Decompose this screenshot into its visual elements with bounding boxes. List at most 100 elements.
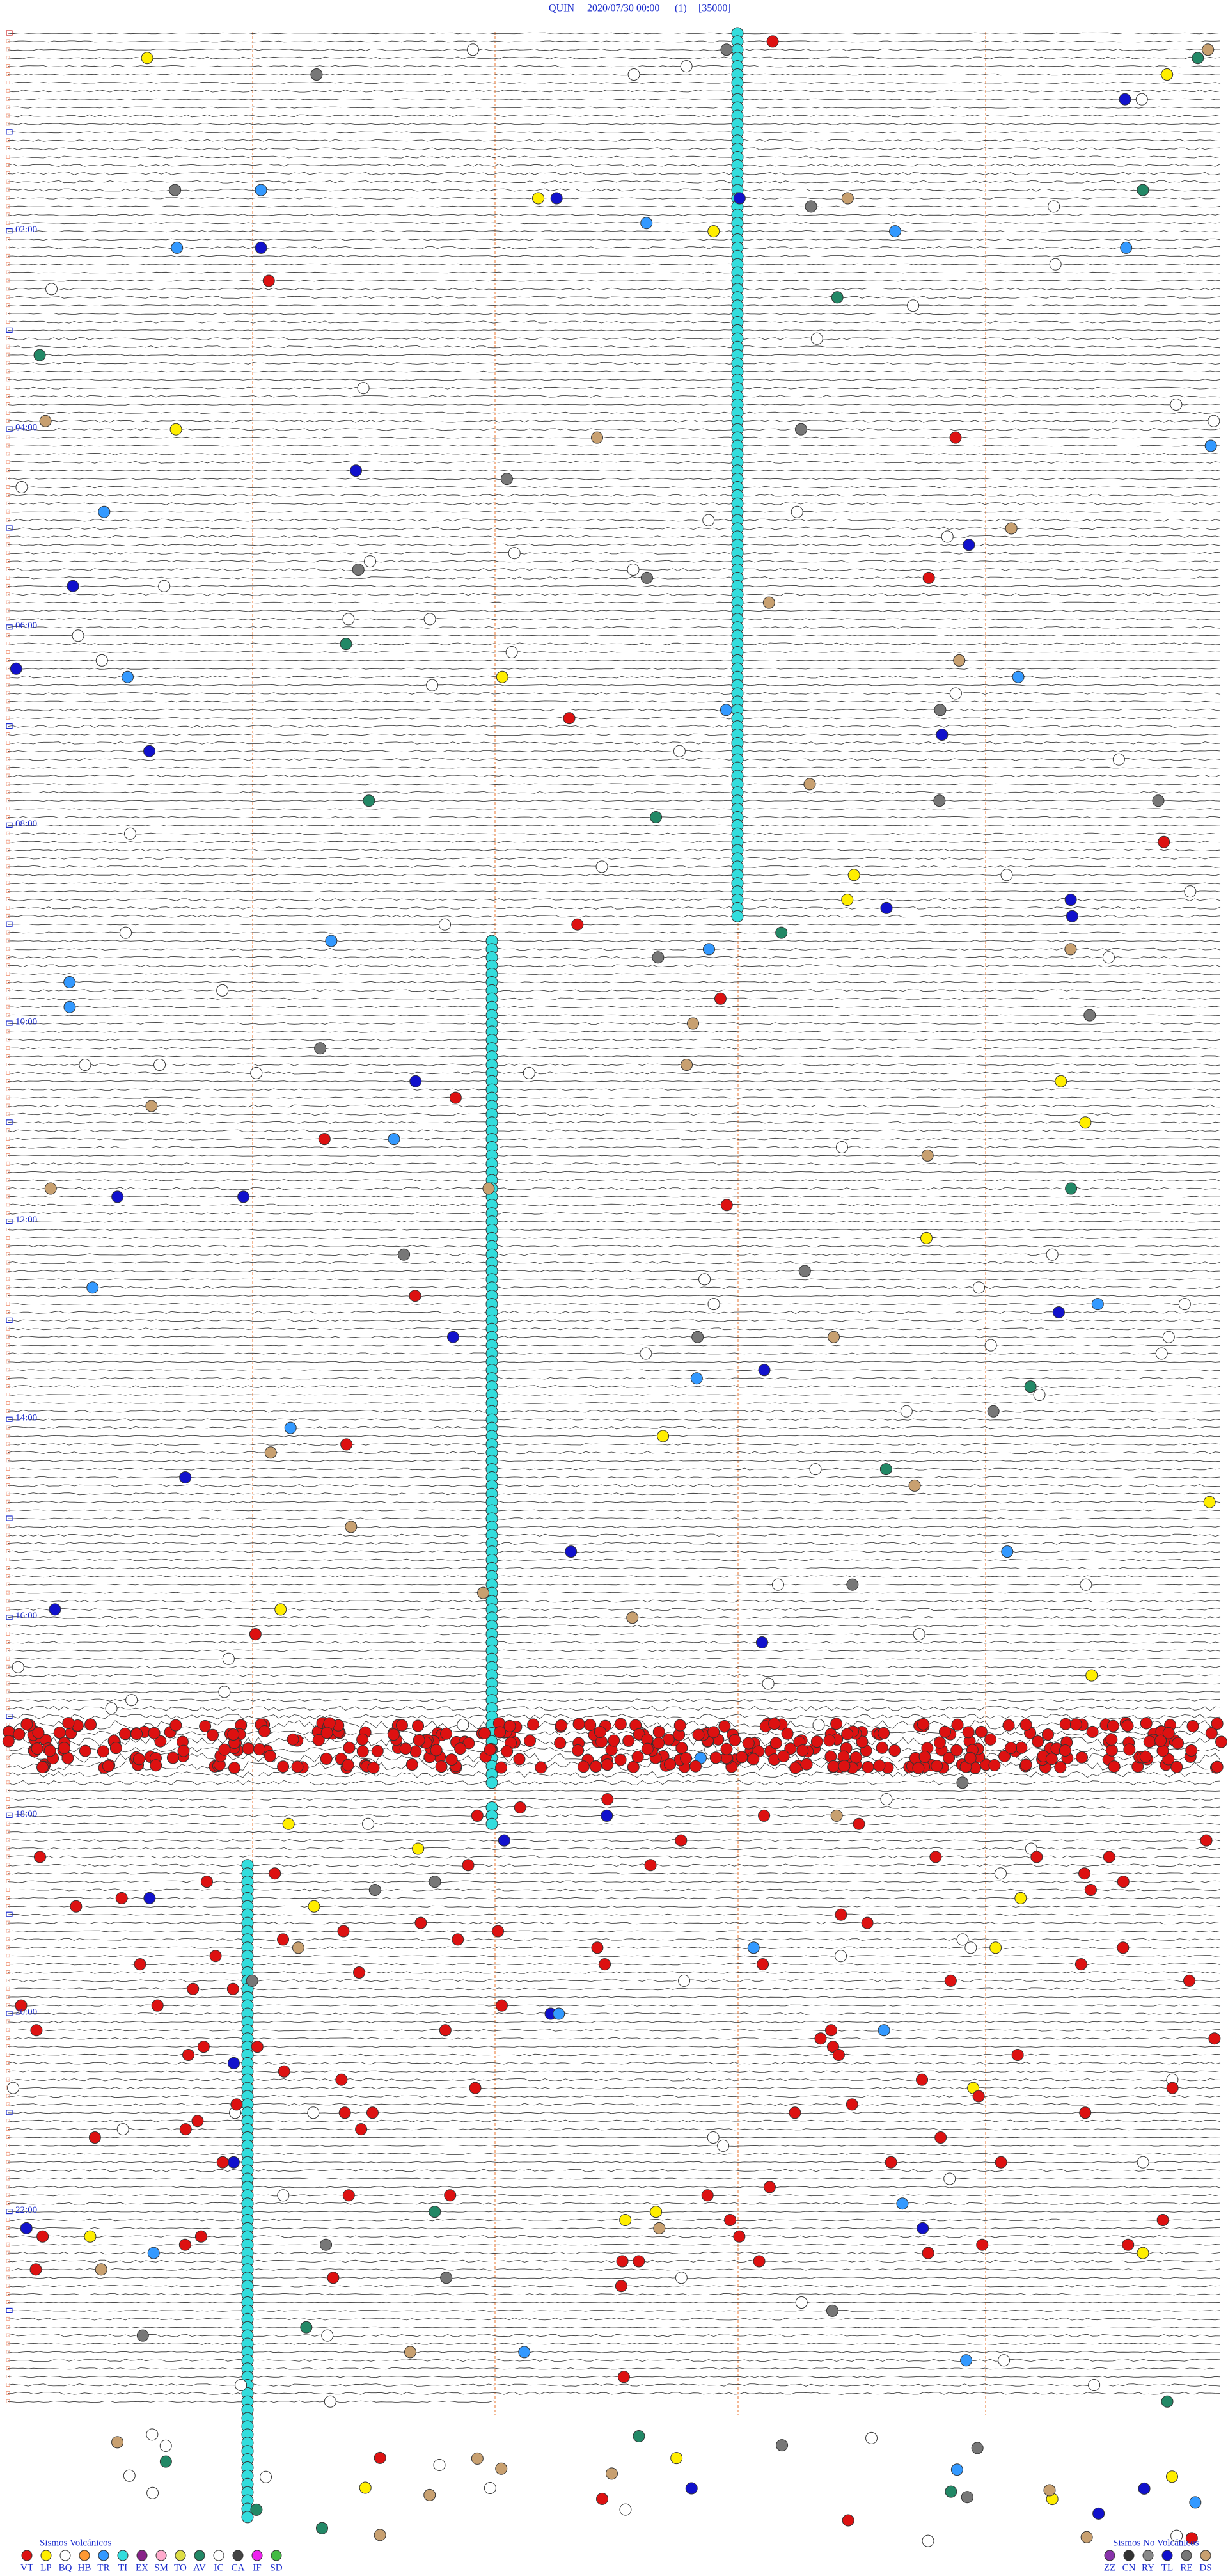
trace bbox=[7, 1187, 1221, 1190]
event bbox=[664, 1758, 677, 1771]
event bbox=[590, 1760, 602, 1773]
row-marker bbox=[6, 1904, 10, 1908]
trace bbox=[7, 2137, 1221, 2138]
event bbox=[1123, 1743, 1136, 1756]
row-marker bbox=[6, 988, 10, 992]
event bbox=[505, 646, 518, 658]
event bbox=[278, 2065, 290, 2078]
event bbox=[199, 1720, 212, 1733]
trace bbox=[7, 287, 1221, 290]
row-marker bbox=[6, 1302, 10, 1306]
event bbox=[675, 2272, 688, 2284]
row-marker bbox=[6, 39, 10, 43]
row-marker bbox=[6, 443, 10, 448]
time-label: 14:00 bbox=[15, 1413, 37, 1423]
row-marker bbox=[6, 831, 10, 835]
trace bbox=[7, 1714, 1221, 1720]
event bbox=[975, 1725, 988, 1738]
event bbox=[685, 2482, 698, 2495]
event bbox=[274, 1603, 287, 1616]
row-marker bbox=[6, 113, 10, 118]
trace bbox=[7, 1344, 1220, 1347]
event bbox=[596, 2492, 609, 2505]
event bbox=[1103, 1851, 1115, 1863]
event bbox=[879, 1463, 892, 1476]
event bbox=[934, 704, 947, 716]
event bbox=[524, 1735, 537, 1748]
legend-swatch bbox=[59, 2550, 71, 2561]
event bbox=[601, 1758, 614, 1771]
event bbox=[314, 1042, 327, 1055]
trace bbox=[7, 1467, 1221, 1471]
event bbox=[364, 555, 377, 568]
legend-swatch bbox=[213, 2550, 224, 2561]
event bbox=[118, 1727, 131, 1740]
event bbox=[32, 1727, 45, 1739]
event bbox=[1120, 241, 1133, 254]
event bbox=[810, 332, 823, 345]
row-marker bbox=[6, 303, 10, 308]
row-marker bbox=[6, 1698, 10, 1702]
trace bbox=[7, 1665, 1221, 1669]
event bbox=[404, 2346, 416, 2359]
event bbox=[148, 1727, 161, 1739]
row-marker bbox=[6, 509, 10, 514]
event bbox=[1030, 1851, 1043, 1863]
event bbox=[571, 918, 584, 931]
trace bbox=[7, 1229, 1221, 1231]
station: QUIN bbox=[549, 3, 574, 14]
time-label: 16:00 bbox=[15, 1611, 37, 1621]
trace bbox=[7, 1930, 1221, 1932]
row-marker bbox=[6, 1590, 10, 1595]
trace bbox=[7, 2211, 1221, 2213]
event bbox=[941, 530, 954, 543]
trace bbox=[7, 2078, 1221, 2082]
event bbox=[849, 1751, 862, 1764]
event bbox=[1185, 2532, 1198, 2545]
row-marker bbox=[6, 1599, 10, 1603]
event bbox=[1033, 1389, 1046, 1401]
trace bbox=[7, 1088, 1221, 1091]
row-marker bbox=[6, 1071, 10, 1075]
event bbox=[835, 1908, 847, 1921]
event bbox=[508, 547, 521, 560]
row-marker bbox=[6, 873, 10, 877]
event bbox=[995, 2156, 1007, 2169]
trace bbox=[7, 370, 1221, 373]
event bbox=[226, 1982, 239, 1995]
legend-label: BQ bbox=[59, 2563, 72, 2573]
event bbox=[353, 1966, 366, 1979]
event bbox=[601, 1793, 614, 1806]
trace bbox=[7, 1418, 1221, 1421]
event bbox=[246, 1974, 258, 1987]
event bbox=[454, 1742, 467, 1755]
row-marker bbox=[6, 1533, 10, 1537]
event bbox=[500, 473, 513, 486]
legend-swatch bbox=[1181, 2550, 1192, 2561]
event bbox=[325, 935, 338, 947]
row-marker bbox=[6, 320, 10, 324]
trace bbox=[7, 461, 1221, 464]
row-marker bbox=[6, 138, 10, 143]
event bbox=[720, 43, 733, 56]
event bbox=[943, 1751, 956, 1764]
row-marker bbox=[6, 707, 10, 712]
trace bbox=[7, 1278, 1221, 1281]
event bbox=[315, 2522, 328, 2534]
trace bbox=[7, 106, 1221, 109]
row-marker bbox=[6, 567, 10, 571]
trace bbox=[7, 1517, 1221, 1520]
event bbox=[918, 1750, 931, 1763]
event bbox=[565, 1545, 578, 1558]
event bbox=[308, 1900, 320, 1913]
event bbox=[44, 1182, 57, 1195]
event bbox=[1092, 2507, 1105, 2520]
event bbox=[485, 1776, 498, 1789]
row-marker bbox=[6, 1145, 10, 1149]
trace bbox=[7, 1780, 1221, 1785]
event bbox=[1048, 200, 1060, 213]
event bbox=[227, 2156, 240, 2169]
row-marker bbox=[6, 699, 10, 704]
event bbox=[789, 1762, 802, 1774]
event bbox=[633, 2255, 645, 2268]
